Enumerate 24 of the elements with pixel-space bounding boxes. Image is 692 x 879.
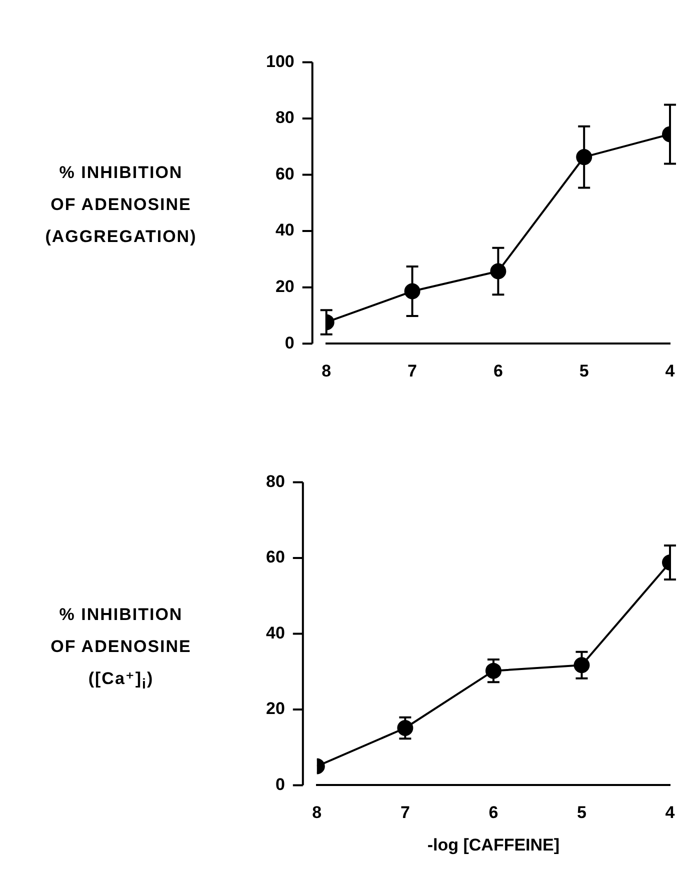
y-tick-label: 80 xyxy=(275,108,294,128)
x-tick-label: 4 xyxy=(665,803,676,822)
x-tick-label: 5 xyxy=(579,361,589,380)
y-tick-label: 60 xyxy=(266,548,285,567)
x-axis-title: -log [CAFFEINE] xyxy=(427,835,560,854)
y-tick-label: 20 xyxy=(275,277,294,296)
x-tick-label: 8 xyxy=(322,361,332,380)
x-tick-label: 8 xyxy=(312,803,322,822)
y-tick-label: 0 xyxy=(284,333,294,352)
x-tick-label: 7 xyxy=(400,803,410,822)
y-tick-label: 60 xyxy=(275,164,294,184)
x-tick-label: 6 xyxy=(488,803,498,822)
y-axis-title: % INHIBITION OF ADENOSINE (AGGREGATION) xyxy=(44,162,198,248)
x-tick-label: 5 xyxy=(576,803,586,822)
y-tick-label: 0 xyxy=(275,774,285,794)
y-axis-title: % INHIBITION OF ADENOSINE ([Ca⁺]$_{i}$) xyxy=(50,604,192,695)
y-tick-label: 80 xyxy=(266,472,285,491)
y-tick-label: 40 xyxy=(275,220,294,240)
x-tick-label: 4 xyxy=(665,361,676,380)
y-tick-label: 20 xyxy=(266,699,285,718)
x-tick-label: 6 xyxy=(493,361,503,380)
y-tick-label: 100 xyxy=(266,52,294,71)
x-tick-label: 7 xyxy=(408,361,418,380)
y-tick-label: 40 xyxy=(266,623,285,642)
